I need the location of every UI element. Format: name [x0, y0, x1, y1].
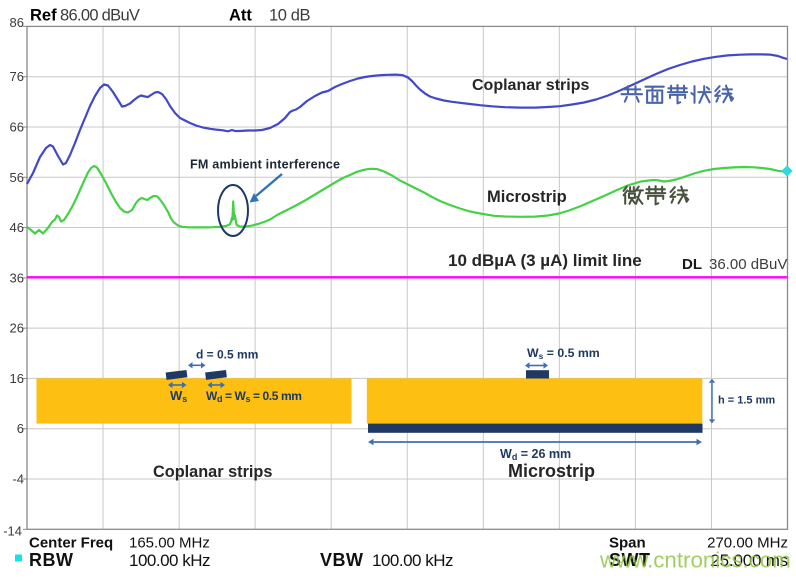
svg-text:36.00 dBuV: 36.00 dBuV — [709, 256, 787, 273]
svg-text:46: 46 — [10, 220, 24, 235]
svg-text:Microstrip: Microstrip — [487, 188, 567, 206]
svg-text:Span: Span — [609, 535, 646, 552]
svg-text:Center Freq: Center Freq — [29, 535, 113, 552]
svg-text:66: 66 — [10, 119, 24, 134]
svg-text:FM ambient interference: FM ambient interference — [190, 158, 340, 172]
svg-text:270.00 MHz: 270.00 MHz — [707, 535, 788, 552]
svg-text:10 dB: 10 dB — [269, 7, 311, 25]
svg-text:VBW: VBW — [320, 550, 364, 570]
svg-text:100.00 kHz: 100.00 kHz — [129, 551, 210, 570]
svg-text:26: 26 — [10, 321, 24, 336]
svg-text:h = 1.5 mm: h = 1.5 mm — [718, 395, 775, 407]
svg-text:Microstrip: Microstrip — [508, 461, 595, 481]
svg-text:86.00 dBuV: 86.00 dBuV — [60, 7, 140, 25]
svg-text:Wd = 26 mm: Wd = 26 mm — [500, 447, 571, 462]
svg-text:10 dBµA (3 µA) limit line: 10 dBµA (3 µA) limit line — [448, 251, 642, 270]
svg-text:Ws = 0.5 mm: Ws = 0.5 mm — [527, 346, 600, 361]
svg-text:16: 16 — [10, 371, 24, 386]
svg-text:www.cntronics.com: www.cntronics.com — [599, 548, 791, 573]
svg-text:d = 0.5 mm: d = 0.5 mm — [196, 348, 258, 362]
svg-text:Att: Att — [229, 7, 252, 25]
svg-text:36: 36 — [10, 270, 24, 285]
svg-text:76: 76 — [10, 69, 24, 84]
svg-text:Ref: Ref — [30, 7, 57, 25]
svg-text:-14: -14 — [3, 524, 22, 539]
svg-text:25.000 ms: 25.000 ms — [710, 551, 788, 570]
svg-text:RBW: RBW — [29, 550, 74, 570]
svg-text:56: 56 — [10, 170, 24, 185]
svg-text:-4: -4 — [12, 472, 24, 487]
svg-text:Coplanar strips: Coplanar strips — [153, 463, 272, 481]
svg-text:100.00 kHz: 100.00 kHz — [372, 551, 453, 570]
svg-text:SWT: SWT — [609, 550, 651, 570]
svg-text:86: 86 — [10, 15, 24, 30]
svg-text:DL: DL — [682, 256, 702, 273]
svg-text:Wd = Ws = 0.5 mm: Wd = Ws = 0.5 mm — [206, 389, 302, 404]
svg-text:Coplanar strips: Coplanar strips — [472, 77, 589, 94]
svg-text:165.00 MHz: 165.00 MHz — [129, 535, 210, 552]
svg-text:6: 6 — [17, 421, 24, 436]
